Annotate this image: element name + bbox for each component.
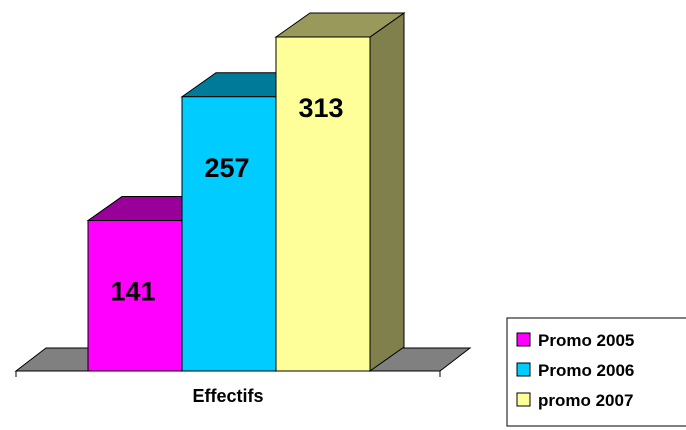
data-label-group: 141 257 313	[110, 93, 343, 307]
bar-group	[86, 12, 406, 372]
bar-front-face	[181, 96, 277, 372]
data-label-3: 313	[298, 93, 343, 123]
bar-front-face	[275, 36, 371, 372]
legend: Promo 2005 Promo 2006 promo 2007	[506, 317, 686, 427]
legend-label-1: Promo 2005	[538, 331, 634, 350]
legend-label-3: promo 2007	[538, 391, 633, 410]
bar-3	[274, 12, 406, 372]
legend-swatch-1	[516, 332, 531, 347]
legend-box	[506, 317, 686, 427]
category-label: Effectifs	[192, 386, 263, 406]
legend-swatch-3	[516, 392, 531, 407]
legend-swatch-2	[516, 362, 531, 377]
bar-front-face	[87, 220, 183, 372]
bar-side-face	[369, 12, 405, 372]
legend-label-2: Promo 2006	[538, 361, 634, 380]
data-label-1: 141	[110, 277, 155, 307]
data-label-2: 257	[204, 153, 249, 183]
